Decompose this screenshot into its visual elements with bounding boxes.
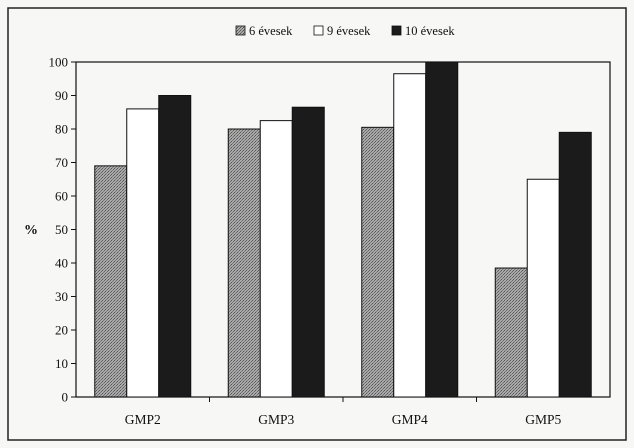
bar-gmp2-series-3 [158, 95, 192, 398]
x-category-label: GMP4 [392, 412, 428, 427]
y-axis: 0 10 20 30 40 50 60 70 80 90 100 [49, 55, 611, 405]
bar-gmp2-series-2 [126, 108, 160, 398]
y-tick-label: 20 [55, 323, 68, 338]
chart-frame [7, 7, 627, 441]
bar-gmp3-series-1 [227, 128, 261, 398]
y-tick-label: 50 [55, 222, 68, 237]
x-category-label: GMP2 [125, 412, 161, 427]
bar-gmp3-series-3 [291, 106, 325, 398]
bar-gmp5-series-1 [494, 267, 528, 398]
y-tick-label: 0 [62, 390, 69, 405]
bar-gmp5-series-3 [558, 131, 592, 398]
legend-label-series-2: 9 évesek [327, 24, 371, 38]
x-category-label: GMP3 [258, 412, 294, 427]
legend-label-series-1: 6 évesek [249, 24, 293, 38]
x-axis: GMP2 GMP3 GMP4 GMP5 [125, 397, 562, 427]
y-tick-label: 100 [49, 55, 69, 70]
y-tick-label: 90 [55, 88, 68, 103]
y-axis-label: % [24, 223, 38, 238]
y-tick-label: 40 [55, 256, 68, 271]
legend-label-series-3: 10 évesek [405, 24, 455, 38]
bar-gmp4-series-2 [393, 73, 427, 398]
legend-swatch-series-2 [313, 25, 324, 36]
bar-gmp5-series-2 [526, 178, 560, 398]
bar-gmp4-series-1 [361, 126, 395, 398]
bars-group [94, 61, 592, 398]
x-category-label: GMP5 [525, 412, 561, 427]
legend-swatch-series-1 [235, 25, 246, 36]
bar-gmp2-series-1 [94, 165, 128, 398]
y-tick-label: 70 [55, 155, 68, 170]
bar-gmp4-series-3 [425, 61, 459, 398]
y-tick-label: 60 [55, 189, 68, 204]
y-tick-label: 80 [55, 122, 68, 137]
y-tick-label: 30 [55, 289, 68, 304]
bar-gmp3-series-2 [259, 120, 293, 398]
legend-swatch-series-3 [391, 25, 402, 36]
y-tick-label: 10 [55, 356, 68, 371]
legend: 6 évesek 9 évesek 10 évesek [235, 24, 455, 38]
